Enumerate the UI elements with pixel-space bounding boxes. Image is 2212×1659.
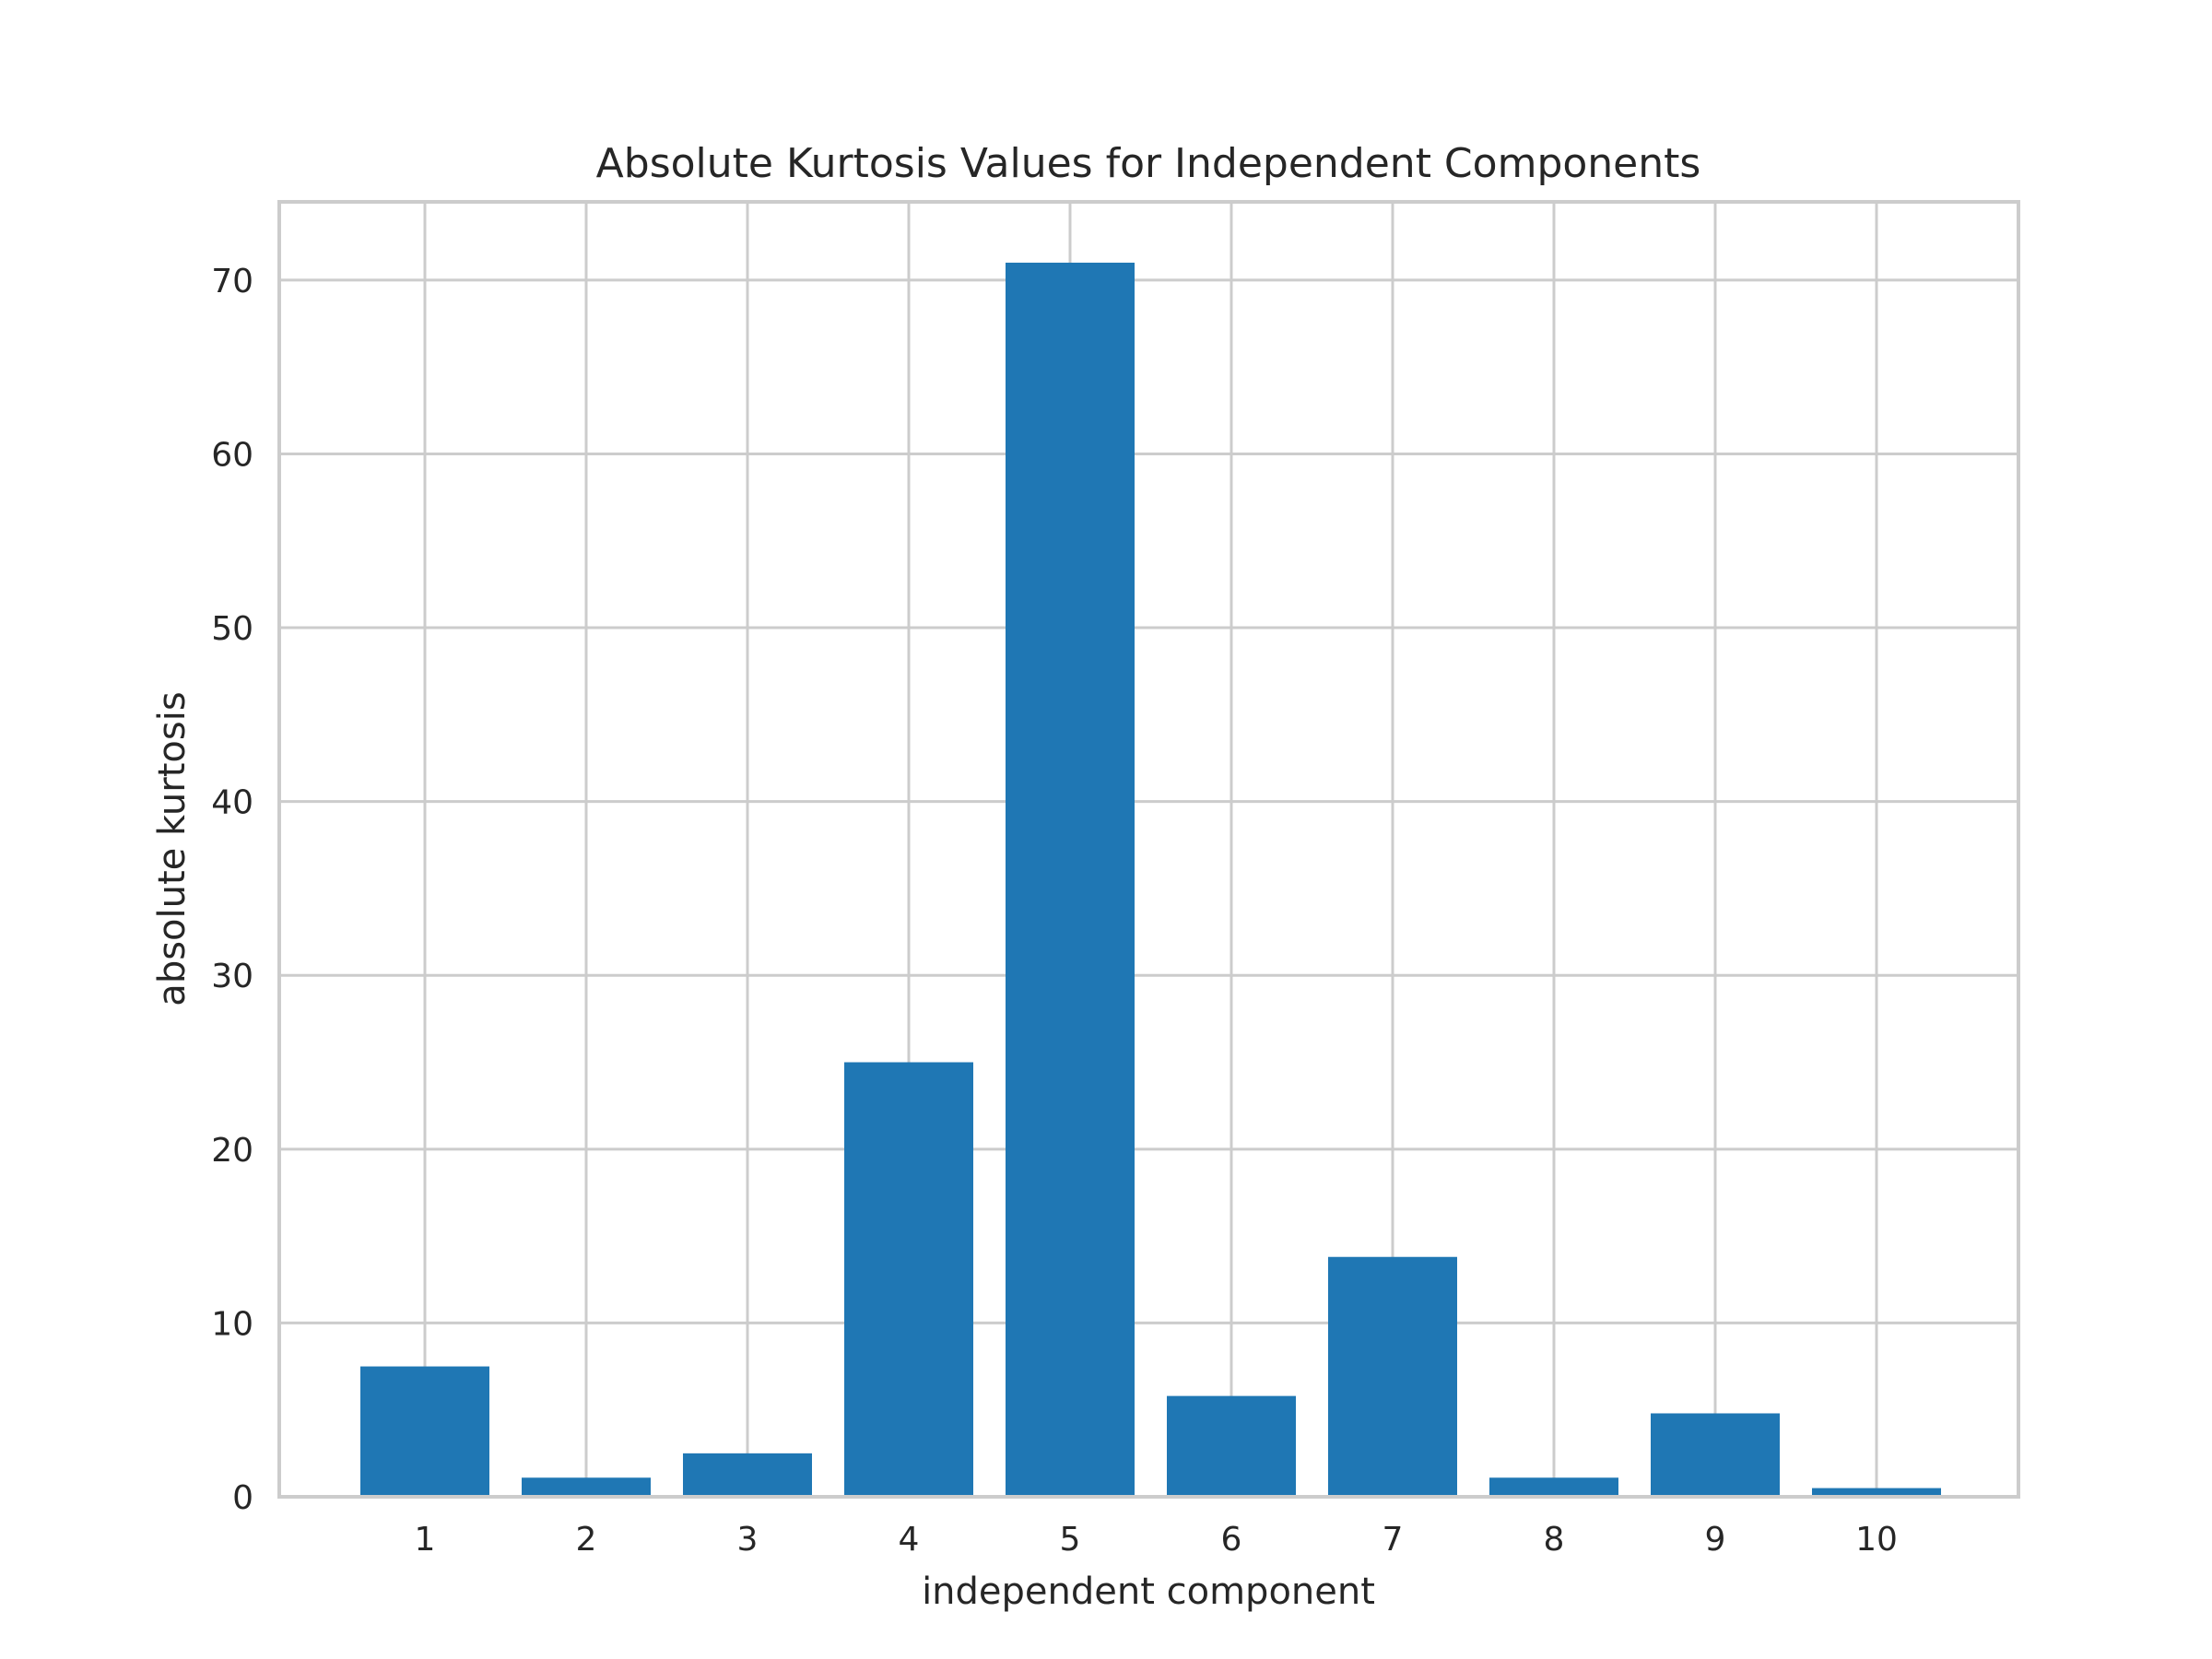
- x-axis-label: independent component: [922, 1571, 1375, 1613]
- grid-lines: [279, 202, 2018, 1499]
- y-tick-labels: 0 10 20 30 40 50 60 70: [211, 263, 253, 1517]
- y-axis-label: absolute kurtosis: [151, 691, 194, 1006]
- x-tick-label: 9: [1705, 1521, 1726, 1559]
- bars: [360, 263, 1941, 1497]
- y-tick-label: 20: [211, 1132, 253, 1170]
- bar-component-2: [522, 1477, 651, 1497]
- bar-component-4: [844, 1062, 973, 1497]
- y-tick-label: 10: [211, 1305, 253, 1343]
- x-tick-label: 7: [1382, 1521, 1404, 1559]
- bar-component-6: [1167, 1395, 1296, 1497]
- x-tick-label: 10: [1855, 1521, 1898, 1559]
- bar-component-5: [1006, 263, 1135, 1497]
- y-tick-label: 50: [211, 610, 253, 648]
- x-tick-label: 2: [576, 1521, 597, 1559]
- x-tick-label: 4: [899, 1521, 920, 1559]
- x-tick-label: 5: [1060, 1521, 1081, 1559]
- y-tick-label: 0: [232, 1479, 253, 1517]
- x-tick-labels: 1 2 3 4 5 6 7 8 9 10: [415, 1521, 1898, 1559]
- bar-component-8: [1489, 1477, 1618, 1497]
- bar-component-1: [360, 1366, 489, 1497]
- bar-component-9: [1651, 1413, 1780, 1497]
- chart-title: Absolute Kurtosis Values for Independent…: [596, 140, 1701, 187]
- x-tick-label: 6: [1221, 1521, 1242, 1559]
- bar-component-10: [1812, 1488, 1941, 1497]
- y-tick-label: 70: [211, 263, 253, 300]
- x-tick-label: 3: [737, 1521, 759, 1559]
- bar-component-7: [1328, 1256, 1457, 1497]
- x-tick-label: 8: [1544, 1521, 1565, 1559]
- plot-frame: [277, 200, 2020, 1499]
- x-tick-label: 1: [415, 1521, 436, 1559]
- bar-component-3: [683, 1453, 812, 1497]
- y-tick-label: 60: [211, 436, 253, 474]
- y-tick-label: 30: [211, 958, 253, 995]
- y-tick-label: 40: [211, 784, 253, 822]
